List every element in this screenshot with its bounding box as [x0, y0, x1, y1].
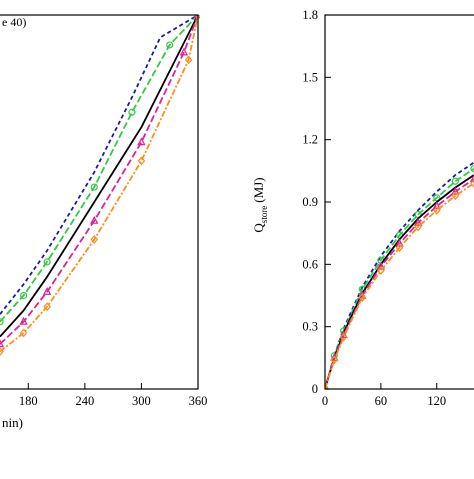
right-series-5-marker	[470, 178, 474, 188]
right-series-line-1	[325, 161, 474, 390]
right-y-tick-label: 0.9	[302, 195, 318, 209]
left-series-layer	[0, 15, 200, 357]
right-x-tick-label: 0	[322, 394, 328, 408]
right-series-5-marker	[377, 266, 385, 275]
left-x-tick-label: 180	[19, 394, 38, 408]
left-series-2-marker	[19, 291, 28, 300]
left-series-line-3	[0, 15, 199, 338]
y-label-subscript: store	[259, 206, 269, 224]
right-series-5-marker	[339, 332, 348, 342]
left-series-line-5	[0, 15, 199, 353]
right-y-tick-label: 0.3	[302, 320, 318, 334]
left-series-4-marker	[42, 286, 52, 295]
left-series-2-marker	[166, 41, 174, 49]
left-x-axis-label-fragment: nin)	[2, 415, 23, 430]
left-series-4-marker	[137, 137, 146, 146]
right-y-tick-label: 1.2	[302, 133, 318, 147]
right-series-5-marker	[358, 293, 367, 302]
right-series-4-marker	[469, 174, 474, 183]
right-series-line-5	[325, 182, 474, 390]
right-series-line-2	[325, 168, 474, 390]
right-series-5-marker	[414, 222, 422, 232]
right-series-5-marker	[432, 205, 441, 215]
right-series-5-marker	[395, 243, 404, 253]
left-series-5-marker	[184, 55, 193, 65]
left-series-5-marker	[0, 347, 4, 357]
left-series-5-marker	[19, 328, 28, 338]
left-series-4-marker	[0, 339, 5, 348]
right-x-tick-label: 60	[375, 394, 388, 408]
right-series-4-marker	[339, 330, 348, 339]
right-plot: 0 60 120 0 0.3 0.6 0.9 1.2 1.5 1.8	[302, 8, 474, 408]
left-series-4-marker	[19, 316, 28, 325]
right-y-tick-label: 1.8	[302, 8, 318, 22]
right-series-layer	[325, 161, 474, 390]
left-x-tick-label: 360	[189, 394, 208, 408]
left-series-5-marker	[137, 156, 146, 166]
legend-fragment: e 40)	[2, 15, 26, 29]
left-plot-frame	[0, 14, 199, 390]
right-series-4-marker	[432, 201, 441, 210]
svg-text:Qstore(MJ): Qstore (MJ)	[251, 177, 269, 232]
right-series-4-marker	[376, 261, 386, 270]
right-x-tick-label: 120	[427, 394, 446, 408]
right-series-5-marker	[451, 191, 460, 201]
right-series-5-marker	[325, 384, 329, 390]
right-series-4-marker	[451, 186, 460, 195]
right-plot-frame	[324, 14, 474, 390]
left-series-line-2	[0, 15, 199, 323]
right-y-tick-label: 0	[312, 382, 318, 396]
left-series-4-marker	[90, 215, 99, 224]
left-series-5-marker	[43, 302, 51, 312]
left-series-5-marker	[90, 234, 99, 244]
left-series-2-marker	[128, 108, 136, 116]
right-series-line-3	[325, 174, 474, 390]
right-series-line-4	[325, 178, 474, 390]
y-label-symbol: Q	[251, 223, 266, 233]
right-y-tick-label: 0.6	[302, 257, 318, 271]
right-series-5-marker	[330, 355, 339, 365]
right-y-tick-label: 1.5	[302, 70, 318, 84]
left-x-tick-label: 240	[75, 394, 94, 408]
axis-labels: e 40) nin) Qstore (MJ)	[2, 15, 269, 430]
right-series-2-marker	[433, 194, 441, 202]
left-series-2-marker	[0, 318, 4, 326]
right-series-4-marker	[395, 238, 404, 247]
left-series-line-4	[0, 15, 199, 345]
right-series-2-marker	[451, 177, 459, 185]
left-x-tick-label: 300	[132, 394, 151, 408]
left-series-2-marker	[43, 258, 51, 266]
y-label-unit: (MJ)	[251, 177, 266, 202]
right-series-4-marker	[413, 218, 423, 226]
left-series-line-1	[0, 15, 199, 315]
left-plot: 180 240 300 360	[0, 14, 208, 408]
left-series-4-marker	[179, 47, 189, 56]
left-series-2-marker	[90, 183, 98, 191]
right-series-2-marker	[470, 165, 474, 173]
right-y-axis-label: Qstore (MJ)	[251, 177, 269, 232]
